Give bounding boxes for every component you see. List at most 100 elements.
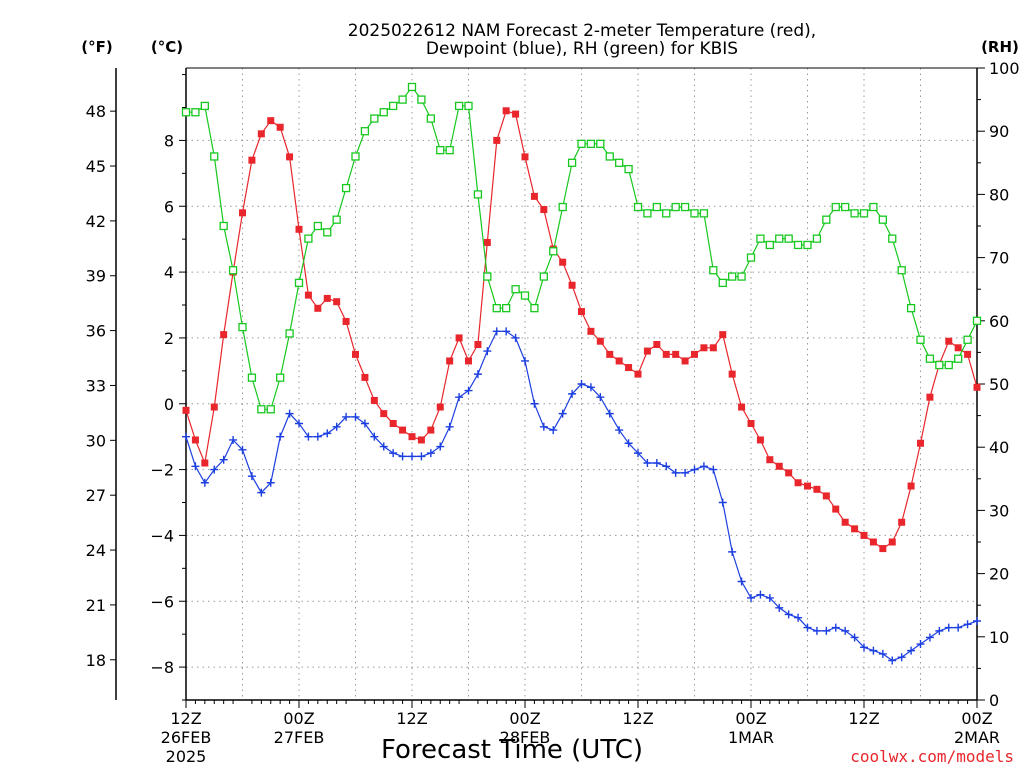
temperature-point <box>728 370 736 378</box>
rh-point <box>586 139 596 148</box>
temperature-point <box>756 436 764 444</box>
rh-point <box>850 209 859 218</box>
data-series <box>181 82 982 665</box>
rh-point <box>228 266 238 275</box>
dewpoint-point <box>530 399 539 408</box>
rh-point <box>379 108 388 117</box>
rh-point <box>398 95 407 104</box>
rh-point <box>765 240 774 250</box>
rh-point <box>643 209 652 218</box>
temperature-point <box>210 403 218 411</box>
temperature-point <box>483 238 491 246</box>
dewpoint-point <box>182 432 190 441</box>
dewpoint-point <box>511 333 520 342</box>
fahrenheit-tick-label: 36 <box>86 322 106 341</box>
rh-point <box>916 335 925 344</box>
dewpoint-point <box>596 393 605 402</box>
temperature-point <box>408 433 416 441</box>
rh-point <box>502 304 511 313</box>
temperature-point <box>851 525 859 533</box>
dewpoint-point <box>417 452 426 461</box>
dewpoint-point <box>925 633 934 642</box>
temperature-point <box>888 538 896 546</box>
rh-point <box>662 209 671 218</box>
temperature-point <box>973 383 981 391</box>
dewpoint-point <box>464 386 473 395</box>
dewpoint-point <box>295 419 303 428</box>
temperature-point <box>248 156 256 164</box>
temperature-line <box>185 110 978 550</box>
temperature-point <box>201 459 209 467</box>
temperature-point <box>276 123 284 131</box>
temperature-point <box>493 136 501 144</box>
temperature-point <box>917 439 924 447</box>
rh-point <box>596 139 605 148</box>
dewpoint-point <box>812 626 821 635</box>
rh-point <box>257 405 266 414</box>
dewpoint-point <box>916 640 925 649</box>
dewpoint-point <box>973 617 981 625</box>
dewpoint-point <box>521 356 529 365</box>
dewpoint-point <box>219 455 228 464</box>
rh-point <box>370 114 379 123</box>
rh-point <box>803 240 812 250</box>
temperature-point <box>389 420 397 427</box>
temperature-point <box>785 469 793 477</box>
dewpoint-point <box>643 459 652 467</box>
temperature-point <box>323 294 331 302</box>
dewpoint-point <box>389 449 398 458</box>
dewpoint-point <box>775 603 784 612</box>
dewpoint-point <box>455 393 464 402</box>
rh-point <box>841 202 850 212</box>
dewpoint-point <box>398 452 407 461</box>
rh-point <box>822 215 831 224</box>
temperature-point <box>954 344 962 352</box>
dewpoint-point <box>247 472 256 481</box>
x-tick-label-time: 12Z <box>622 709 653 728</box>
dewpoint-point <box>662 462 671 471</box>
dewpoint-point <box>445 422 454 431</box>
temperature-point <box>220 331 228 339</box>
temperature-point <box>380 410 388 418</box>
fahrenheit-tick-label: 21 <box>86 596 106 615</box>
temperature-point <box>634 370 642 378</box>
temperature-point <box>596 337 604 345</box>
dewpoint-point <box>257 488 266 497</box>
x-tick-label-date: 2MAR <box>954 728 1000 747</box>
x-tick-label-time: 00Z <box>735 709 766 728</box>
rh-point <box>341 183 351 193</box>
x-tick-label-time: 00Z <box>509 709 540 728</box>
rh-point <box>351 152 360 161</box>
dewpoint-point <box>831 623 840 632</box>
x-tick-label-date: 28FEB <box>500 728 551 747</box>
x-tick-label-time: 12Z <box>170 709 201 728</box>
rh-tick-label: 50 <box>989 375 1009 394</box>
x-tick-label-time: 12Z <box>848 709 879 728</box>
temperature-point <box>832 505 840 513</box>
rh-tick-label: 20 <box>989 565 1009 584</box>
rh-point <box>294 278 304 288</box>
rh-point <box>200 101 209 111</box>
rh-point <box>389 101 398 111</box>
dewpoint-point <box>304 432 313 441</box>
temperature-point <box>672 350 680 358</box>
x-tick-label-time: 12Z <box>396 709 427 728</box>
dewpoint-point <box>709 465 718 474</box>
dewpoint-point <box>436 442 445 451</box>
rh-point <box>718 278 727 288</box>
temperature-point <box>766 456 774 464</box>
rh-point <box>878 215 887 224</box>
rh-point <box>737 272 746 281</box>
temperature-point <box>540 206 548 214</box>
temperature-point <box>455 334 463 342</box>
dewpoint-point <box>492 327 501 336</box>
dewpoint-point <box>332 422 341 431</box>
rh-point <box>464 101 473 111</box>
temperature-point <box>926 393 934 401</box>
rh-point <box>775 234 784 243</box>
temperature-point <box>606 350 614 358</box>
dewpoint-point <box>615 426 624 435</box>
dewpoint-point <box>794 613 803 622</box>
dewpoint-point <box>728 547 737 556</box>
rh-point <box>954 354 963 363</box>
